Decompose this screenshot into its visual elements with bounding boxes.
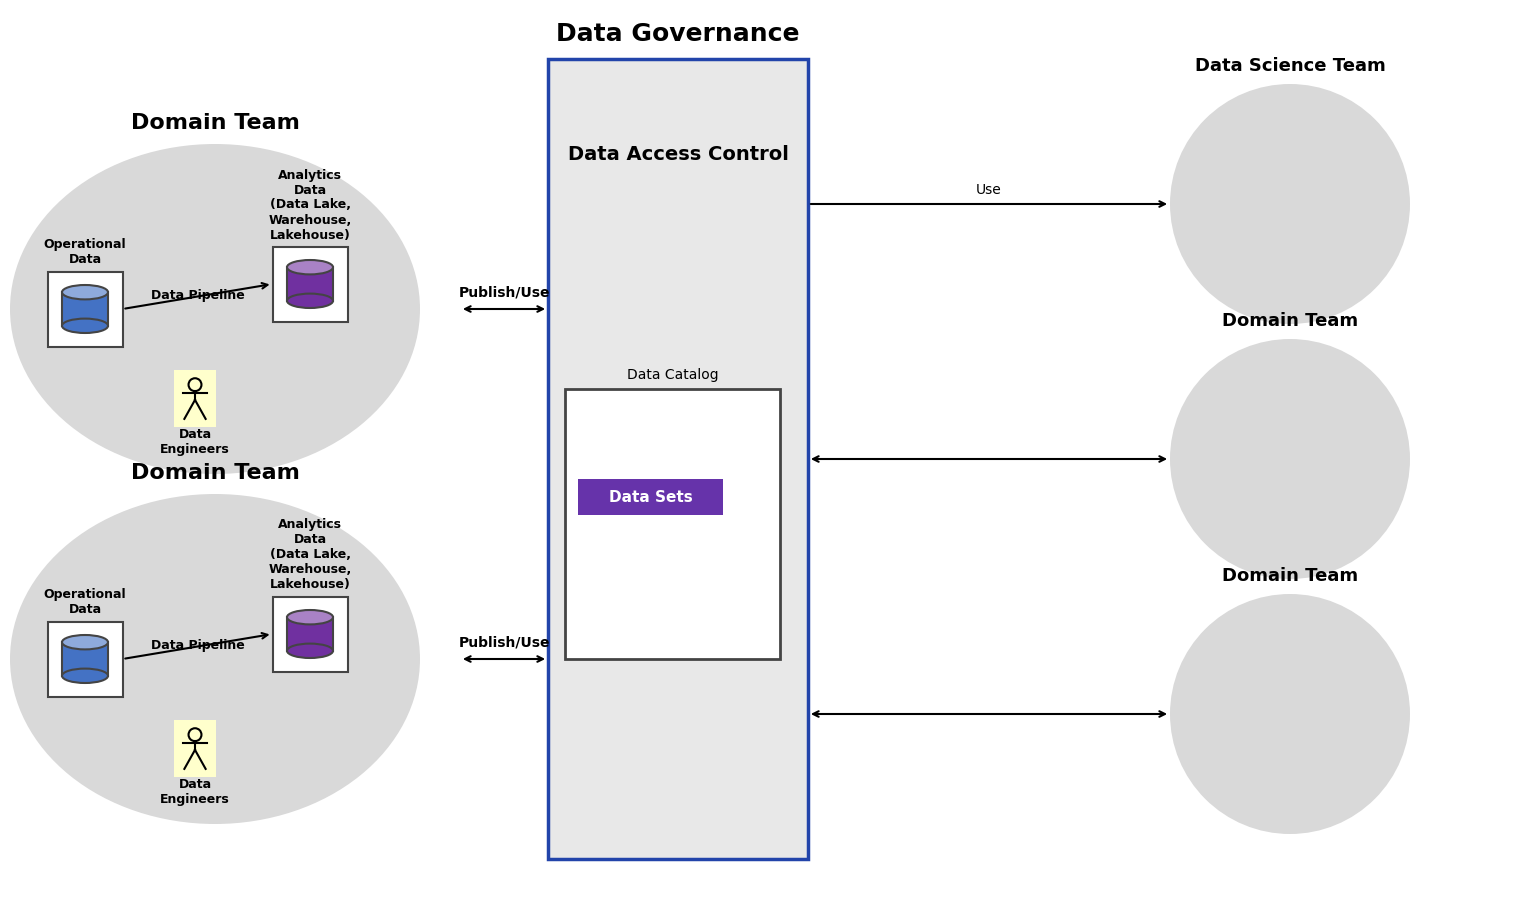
Text: Data
Engineers: Data Engineers <box>161 777 230 805</box>
Bar <box>579 480 723 516</box>
Text: Data
Engineers: Data Engineers <box>161 427 230 456</box>
Text: Analytics
Data
(Data Lake,
Warehouse,
Lakehouse): Analytics Data (Data Lake, Warehouse, La… <box>268 518 351 591</box>
Text: Domain Team: Domain Team <box>1223 312 1357 330</box>
Ellipse shape <box>286 261 333 275</box>
Ellipse shape <box>286 294 333 309</box>
Ellipse shape <box>286 644 333 658</box>
Text: Publish/Use: Publish/Use <box>458 635 550 650</box>
Text: Data Pipeline: Data Pipeline <box>150 639 244 652</box>
Bar <box>62 642 108 676</box>
Ellipse shape <box>62 635 108 650</box>
Text: Domain Team: Domain Team <box>1223 566 1357 584</box>
Ellipse shape <box>11 145 420 474</box>
Bar <box>47 272 123 347</box>
Ellipse shape <box>11 494 420 824</box>
Ellipse shape <box>62 286 108 301</box>
Text: Data Governance: Data Governance <box>556 22 800 46</box>
Ellipse shape <box>62 319 108 334</box>
Text: Domain Team: Domain Team <box>130 113 300 133</box>
Bar <box>174 720 217 777</box>
Circle shape <box>1170 85 1410 324</box>
Text: Publish/Use: Publish/Use <box>458 286 550 300</box>
Bar <box>47 622 123 697</box>
Text: Data Science Team: Data Science Team <box>1195 57 1385 75</box>
Text: Data Access Control: Data Access Control <box>568 145 788 165</box>
Bar <box>286 618 333 651</box>
Text: Data Pipeline: Data Pipeline <box>150 289 244 301</box>
Text: Data Catalog: Data Catalog <box>627 368 718 381</box>
Circle shape <box>1170 340 1410 579</box>
Text: Operational
Data: Operational Data <box>44 238 126 267</box>
Bar <box>565 390 780 659</box>
Ellipse shape <box>62 669 108 683</box>
Circle shape <box>1170 595 1410 834</box>
Text: Use: Use <box>976 183 1001 197</box>
Text: Analytics
Data
(Data Lake,
Warehouse,
Lakehouse): Analytics Data (Data Lake, Warehouse, La… <box>268 168 351 241</box>
Text: Data Sets: Data Sets <box>609 490 692 505</box>
Text: Operational
Data: Operational Data <box>44 588 126 616</box>
Ellipse shape <box>286 610 333 625</box>
Bar <box>273 247 347 323</box>
Bar <box>62 293 108 326</box>
Bar <box>174 371 217 428</box>
Text: Domain Team: Domain Team <box>130 462 300 482</box>
Bar <box>286 268 333 301</box>
Bar <box>273 596 347 672</box>
Bar <box>548 60 807 859</box>
